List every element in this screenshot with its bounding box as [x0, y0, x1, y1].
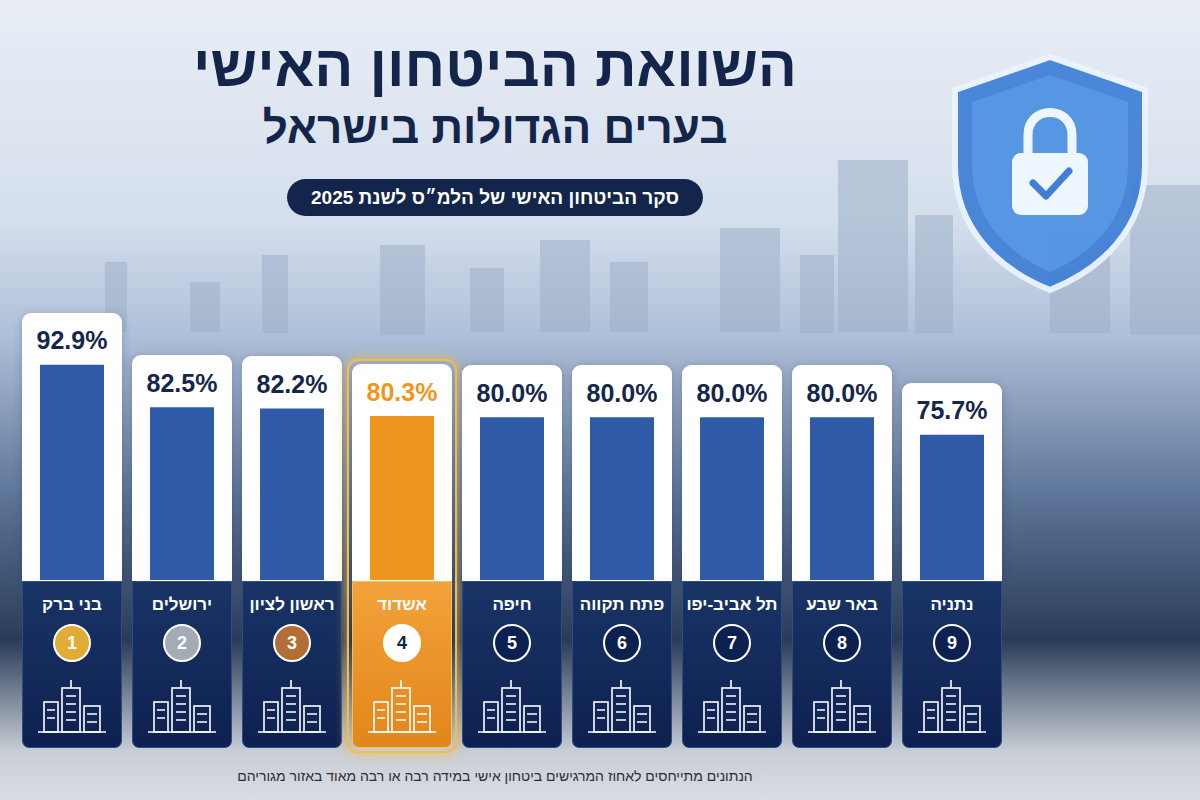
svg-text:4: 4	[397, 633, 407, 653]
svg-text:80.3%: 80.3%	[367, 378, 438, 406]
svg-text:באר שבע: באר שבע	[806, 595, 878, 614]
svg-text:תל אביב-יפו: תל אביב-יפו	[686, 595, 777, 614]
svg-text:אשדוד: אשדוד	[377, 595, 427, 614]
svg-text:80.0%: 80.0%	[807, 379, 878, 407]
svg-text:7: 7	[727, 633, 737, 653]
svg-text:הנתונים מתייחסים לאחוז המרגישי: הנתונים מתייחסים לאחוז המרגישים ביטחון א…	[237, 768, 752, 784]
svg-text:ירושלים: ירושלים	[152, 595, 213, 614]
svg-text:82.2%: 82.2%	[257, 370, 328, 398]
svg-text:סקר הביטחון האישי של הלמ״ס לשנ: סקר הביטחון האישי של הלמ״ס לשנת 2025	[311, 187, 679, 208]
svg-text:75.7%: 75.7%	[917, 396, 988, 424]
svg-text:80.0%: 80.0%	[587, 379, 658, 407]
svg-text:בני ברק: בני ברק	[42, 595, 102, 614]
svg-text:8: 8	[837, 633, 847, 653]
svg-text:2: 2	[177, 633, 187, 653]
svg-text:80.0%: 80.0%	[697, 379, 768, 407]
svg-text:82.5%: 82.5%	[147, 369, 218, 397]
svg-text:6: 6	[617, 633, 627, 653]
svg-text:ראשון לציון: ראשון לציון	[249, 595, 334, 614]
svg-text:פתח תקווה: פתח תקווה	[580, 595, 665, 614]
svg-text:80.0%: 80.0%	[477, 379, 548, 407]
svg-text:5: 5	[507, 633, 517, 653]
svg-text:בערים הגדולות בישראל: בערים הגדולות בישראל	[263, 103, 728, 152]
svg-text:השוואת הביטחון האישי: השוואת הביטחון האישי	[193, 33, 797, 98]
svg-text:92.9%: 92.9%	[37, 326, 108, 354]
svg-text:חיפה: חיפה	[492, 595, 531, 614]
svg-text:9: 9	[947, 633, 957, 653]
svg-text:נתניה: נתניה	[930, 595, 973, 614]
svg-text:3: 3	[287, 633, 297, 653]
svg-text:1: 1	[67, 633, 77, 653]
